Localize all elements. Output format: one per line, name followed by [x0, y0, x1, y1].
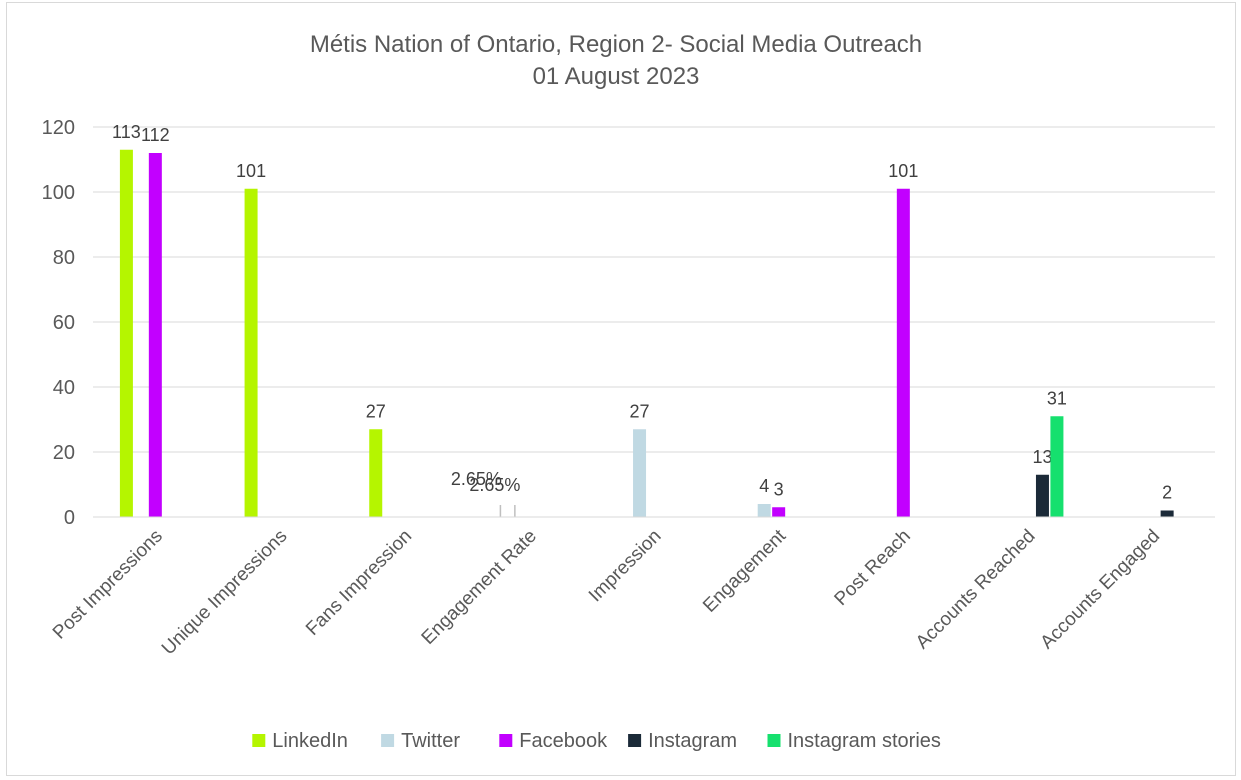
data-label: 2.65%	[469, 475, 520, 495]
data-label: 112	[141, 125, 170, 145]
legend-entry: Twitter	[401, 730, 460, 752]
y-tick-label: 100	[42, 182, 75, 204]
gridlines	[93, 126, 1215, 518]
legend: LinkedIn Twitter Facebook Instagram Instagra…	[252, 730, 941, 752]
x-tick-label: Impression	[585, 526, 666, 607]
bar-twitter	[633, 429, 647, 517]
bar-instagram	[1160, 510, 1174, 517]
x-tick-label: Unique Impressions	[158, 526, 292, 660]
chart-subtitle: 01 August 2023	[533, 63, 700, 90]
bar-linkedin	[369, 429, 383, 517]
legend-swatch	[381, 734, 395, 747]
bar-instagram	[1035, 474, 1049, 517]
legend-entry: Facebook	[519, 730, 608, 752]
bar-facebook	[896, 188, 910, 517]
data-label: 101	[888, 161, 918, 181]
bar-linkedin	[119, 149, 133, 517]
legend-entry: Instagram stories	[788, 730, 941, 752]
data-label: 27	[630, 401, 650, 421]
x-tick-label: Engagement Rate	[418, 526, 541, 649]
y-tick-label: 80	[53, 247, 75, 269]
legend-swatch	[499, 734, 513, 747]
data-label: 113	[112, 122, 141, 142]
x-tick-label: Accounts Reached	[912, 526, 1040, 654]
bar-facebook	[148, 153, 162, 517]
y-tick-label: 0	[64, 507, 75, 529]
y-tick-label: 60	[53, 312, 75, 334]
data-label: 27	[366, 401, 386, 421]
data-label: 101	[236, 161, 266, 181]
data-label: 3	[774, 479, 784, 499]
bar-chart: Métis Nation of Ontario, Region 2- Socia…	[42, 31, 1215, 752]
x-tick-label: Engagement	[699, 525, 791, 617]
y-tick-label: 20	[53, 442, 75, 464]
data-label: 2	[1162, 483, 1172, 503]
legend-swatch	[767, 734, 781, 747]
bar-twitter	[757, 504, 771, 517]
bars: 113 112 101 27 2.65%2.65% 27 4 3 101 13 31 2	[112, 122, 1174, 517]
legend-swatch	[252, 734, 266, 747]
legend-entry: Instagram	[648, 730, 737, 752]
y-axis: 0 20 40 60 80 100 120	[42, 117, 75, 529]
data-label: 13	[1032, 447, 1052, 467]
bar-facebook	[772, 507, 786, 517]
data-label: 2.65%	[451, 469, 502, 489]
bar-linkedin	[499, 505, 502, 517]
x-tick-label: Fans Impression	[302, 526, 416, 640]
x-tick-label: Post Reach	[831, 526, 915, 610]
bar-instagram-stories	[1050, 416, 1064, 517]
x-tick-label: Post Impressions	[49, 526, 167, 644]
y-tick-label: 120	[42, 117, 75, 139]
legend-entry: LinkedIn	[272, 730, 348, 752]
bar-linkedin	[244, 188, 258, 517]
legend-swatch	[628, 734, 642, 747]
data-label: 31	[1047, 388, 1067, 408]
data-label: 4	[759, 476, 769, 496]
x-tick-label: Accounts Engaged	[1037, 526, 1165, 654]
chart-title: Métis Nation of Ontario, Region 2- Socia…	[310, 31, 922, 58]
chart-frame: Métis Nation of Ontario, Region 2- Socia…	[6, 2, 1236, 776]
y-tick-label: 40	[53, 377, 75, 399]
bar-twitter	[514, 505, 516, 517]
